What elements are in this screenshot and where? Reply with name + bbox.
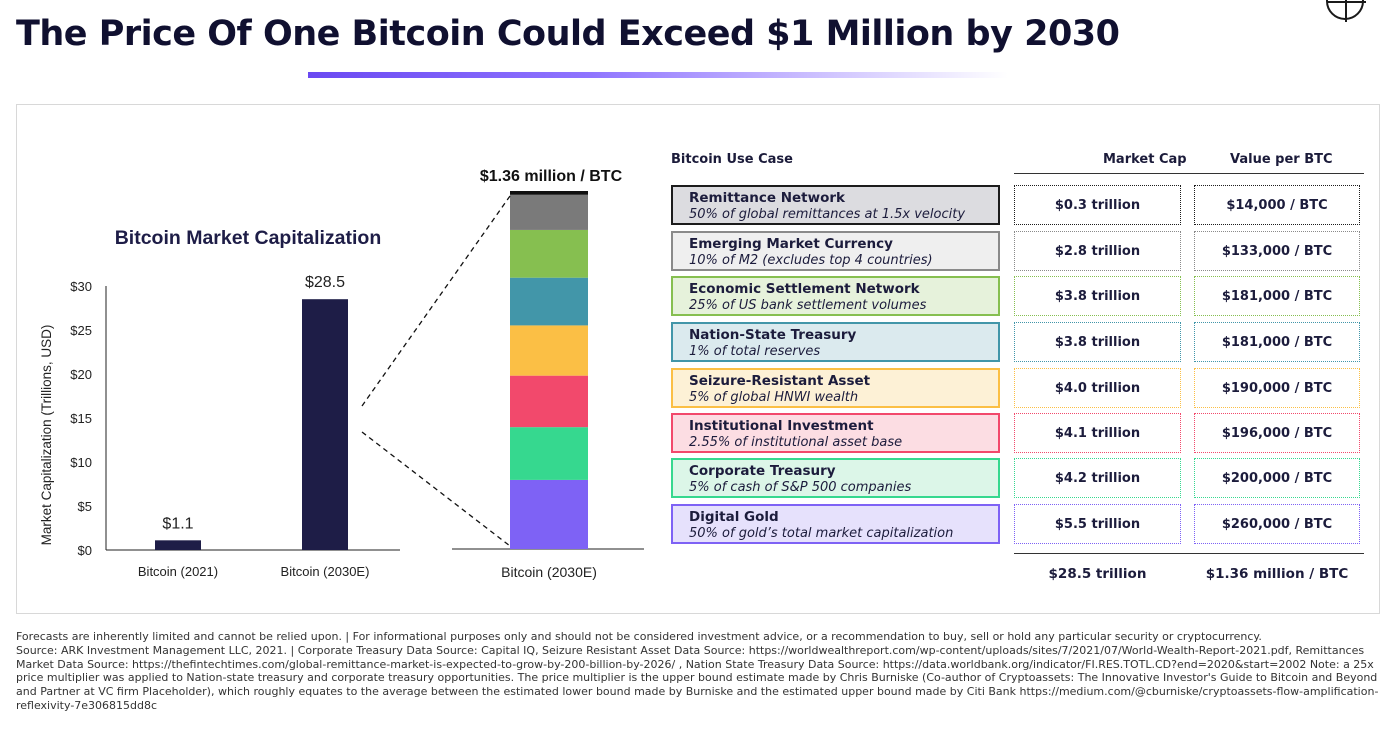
value-per-btc-cell: $181,000 / BTC (1194, 322, 1360, 362)
chart-panel (16, 104, 1380, 614)
market-cap-cell: $5.5 trillion (1014, 504, 1181, 544)
use-case-title: Corporate Treasury (689, 463, 836, 479)
use-case-description: 50% of gold’s total market capitalizatio… (689, 526, 954, 541)
use-case-row: Corporate Treasury 5% of cash of S&P 500 … (671, 458, 1000, 498)
bar-data-label: $28.5 (305, 274, 345, 291)
stack-segment (510, 427, 588, 480)
y-axis-label: Market Capitalization (Trillions, USD) (39, 325, 54, 546)
use-case-description: 50% of global remittances at 1.5x veloci… (689, 207, 966, 222)
bar (155, 540, 201, 550)
y-tick-label: $15 (70, 411, 92, 426)
total-market-cap: $28.5 trillion (1048, 566, 1147, 582)
value-per-btc-cell: $190,000 / BTC (1194, 368, 1360, 408)
use-case-title: Nation-State Treasury (689, 327, 857, 343)
use-case-title: Remittance Network (689, 190, 846, 206)
stack-x-label: Bitcoin (2030E) (501, 564, 597, 580)
value-per-btc-cell: $260,000 / BTC (1194, 504, 1360, 544)
use-case-row: Seizure-Resistant Asset 5% of global HNWI… (671, 368, 1000, 408)
stack-segment (510, 277, 588, 326)
use-case-row: Nation-State Treasury 1% of total reserve… (671, 322, 1000, 362)
stack-segment (510, 194, 588, 230)
y-tick-label: $25 (70, 323, 92, 338)
footnote-disclaimer: Forecasts are inherently limited and can… (16, 630, 1262, 643)
footnote: Forecasts are inherently limited and can… (16, 630, 1386, 713)
header-market-cap: Market Cap (1103, 152, 1187, 167)
market-cap-cell: $0.3 trillion (1014, 185, 1181, 225)
stack-segment (510, 325, 588, 376)
total-value-per-btc: $1.36 million / BTC (1205, 566, 1349, 582)
use-case-row: Economic Settlement Network 25% of US ban… (671, 276, 1000, 316)
market-cap-cell: $4.0 trillion (1014, 368, 1181, 408)
market-cap-bar-chart: Bitcoin Market Capitalization Market Cap… (39, 227, 400, 579)
bar-data-label: $1.1 (162, 515, 193, 532)
y-tick-label: $0 (78, 543, 92, 558)
use-case-row: Emerging Market Currency 10% of M2 (exclu… (671, 231, 1000, 271)
use-case-description: 5% of cash of S&P 500 companies (689, 480, 912, 495)
use-case-title: Seizure-Resistant Asset (689, 373, 871, 389)
value-per-btc-cell: $133,000 / BTC (1194, 231, 1360, 271)
header-divider (1014, 173, 1364, 174)
value-per-btc-cell: $196,000 / BTC (1194, 413, 1360, 453)
use-case-title: Digital Gold (689, 509, 779, 525)
use-case-row: Institutional Investment 2.55% of institu… (671, 413, 1000, 453)
use-case-row: Remittance Network 50% of global remittan… (671, 185, 1000, 225)
logo-icon (1326, 0, 1366, 22)
use-case-title: Emerging Market Currency (689, 236, 893, 252)
use-case-description: 5% of global HNWI wealth (689, 390, 859, 405)
page-title: The Price Of One Bitcoin Could Exceed $1… (16, 14, 1120, 54)
bar (302, 299, 348, 550)
value-per-btc-cell: $200,000 / BTC (1194, 458, 1360, 498)
market-cap-cell: $2.8 trillion (1014, 231, 1181, 271)
market-cap-cell: $4.1 trillion (1014, 413, 1181, 453)
stack-segment (510, 375, 588, 428)
use-case-description: 10% of M2 (excludes top 4 countries) (689, 253, 933, 268)
stacked-bar-chart: $1.36 million / BTC Bitcoin (2030E) (452, 168, 644, 580)
y-tick-label: $30 (70, 279, 92, 294)
y-tick-label: $10 (70, 455, 92, 470)
total-divider (1014, 553, 1364, 554)
value-per-btc-cell: $14,000 / BTC (1194, 185, 1360, 225)
use-case-title: Economic Settlement Network (689, 281, 920, 297)
use-case-description: 25% of US bank settlement volumes (689, 298, 927, 313)
y-tick-label: $20 (70, 367, 92, 382)
value-per-btc-cell: $181,000 / BTC (1194, 276, 1360, 316)
title-underline (308, 72, 1008, 78)
use-case-title: Institutional Investment (689, 418, 874, 434)
header-value-per-btc: Value per BTC (1230, 152, 1333, 167)
footnote-sources: Source: ARK Investment Management LLC, 2… (16, 643, 1379, 712)
stack-segment (510, 479, 588, 549)
y-tick-label: $5 (78, 499, 92, 514)
market-cap-cell: $3.8 trillion (1014, 322, 1181, 362)
use-case-description: 1% of total reserves (689, 344, 821, 359)
market-cap-cell: $3.8 trillion (1014, 276, 1181, 316)
x-tick-label: Bitcoin (2030E) (281, 564, 370, 579)
header-use-case: Bitcoin Use Case (671, 152, 793, 167)
x-tick-label: Bitcoin (2021) (138, 564, 218, 579)
use-case-description: 2.55% of institutional asset base (689, 435, 903, 450)
stack-segment (510, 191, 588, 195)
stack-title: $1.36 million / BTC (480, 168, 623, 185)
market-cap-cell: $4.2 trillion (1014, 458, 1181, 498)
stack-segment (510, 229, 588, 278)
use-case-row: Digital Gold 50% of gold’s total market c… (671, 504, 1000, 544)
chart-title: Bitcoin Market Capitalization (115, 227, 382, 249)
